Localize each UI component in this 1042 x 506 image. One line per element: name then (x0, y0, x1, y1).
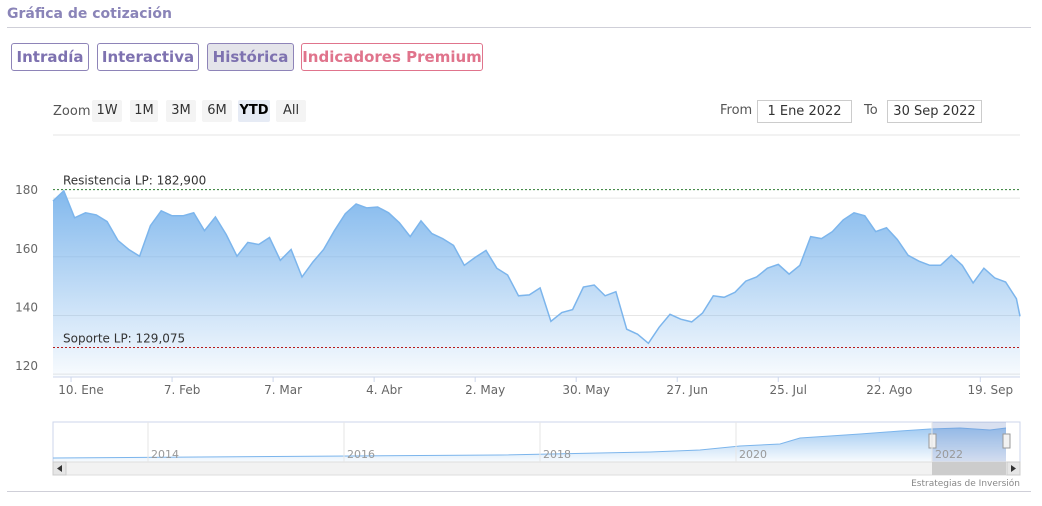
scrollbar-thumb[interactable] (932, 462, 1006, 475)
from-input[interactable]: 1 Ene 2022 (757, 100, 852, 123)
y-tick-label: 140 (15, 300, 38, 314)
navigator (52, 421, 1021, 476)
zoom-button[interactable]: 3M (166, 100, 196, 122)
navigator-handle[interactable] (1002, 433, 1011, 449)
zoom-button[interactable]: 1M (130, 100, 158, 122)
credits: Estrategias de Inversión (911, 478, 1020, 489)
divider (7, 491, 1031, 492)
y-tick-label: 160 (15, 242, 38, 256)
plot-area: 120 140 160 180 10. Ene 7. Feb 7. Mar 4. Abr 2. … (15, 174, 1021, 397)
tab[interactable]: Interactiva (97, 43, 199, 71)
zoom-button[interactable]: 6M (202, 100, 232, 122)
tab[interactable]: Histórica (207, 43, 294, 71)
navigator-labels: 2014 2016 2018 2020 2022 (147, 422, 963, 462)
navigator-area (53, 428, 1006, 462)
page-title: Gráfica de cotización (7, 6, 172, 22)
arrow-icon (1011, 465, 1016, 472)
navigator-mask[interactable] (932, 422, 1006, 462)
scrollbar-track[interactable] (52, 461, 1021, 476)
zoom-button[interactable]: YTD (238, 100, 270, 122)
y-tick-label: 120 (15, 359, 38, 373)
area-fill (53, 190, 1020, 377)
navigator-label: 2014 (151, 448, 179, 461)
to-label: To (864, 103, 878, 118)
navigator-label: 2018 (543, 448, 571, 461)
x-tick-label: 27. Jun (666, 383, 708, 397)
divider (7, 27, 1031, 28)
tab[interactable]: Indicadores Premium (301, 43, 483, 71)
x-tick-label: 2. May (465, 383, 505, 397)
tab[interactable]: Intradía (11, 43, 89, 71)
navigator-label: 2016 (347, 448, 375, 461)
plot-line-label: Resistencia LP: 182,900 (63, 174, 206, 188)
x-tick-label: 25. Jul (770, 383, 807, 397)
from-label: From (720, 103, 753, 118)
plot-line-label: Soporte LP: 129,075 (63, 331, 185, 345)
x-tick-label: 7. Mar (264, 383, 302, 397)
navigator-label: 2022 (935, 448, 963, 461)
to-input[interactable]: 30 Sep 2022 (887, 100, 982, 123)
x-tick-label: 4. Abr (366, 383, 402, 397)
zoom-button[interactable]: 1W (92, 100, 122, 122)
zoom-label: Zoom (53, 104, 91, 119)
x-tick-label: 30. May (562, 383, 610, 397)
price-line (52, 189, 1021, 345)
navigator-line (52, 427, 1007, 459)
arrow-icon (57, 465, 62, 472)
x-tick-label: 22. Ago (866, 383, 912, 397)
x-tick-label: 10. Ene (58, 383, 103, 397)
zoom-button[interactable]: All (276, 100, 306, 122)
y-tick-label: 180 (15, 183, 38, 197)
navigator-label: 2020 (739, 448, 767, 461)
x-tick-label: 7. Feb (164, 383, 201, 397)
x-tick-label: 19. Sep (968, 383, 1014, 397)
